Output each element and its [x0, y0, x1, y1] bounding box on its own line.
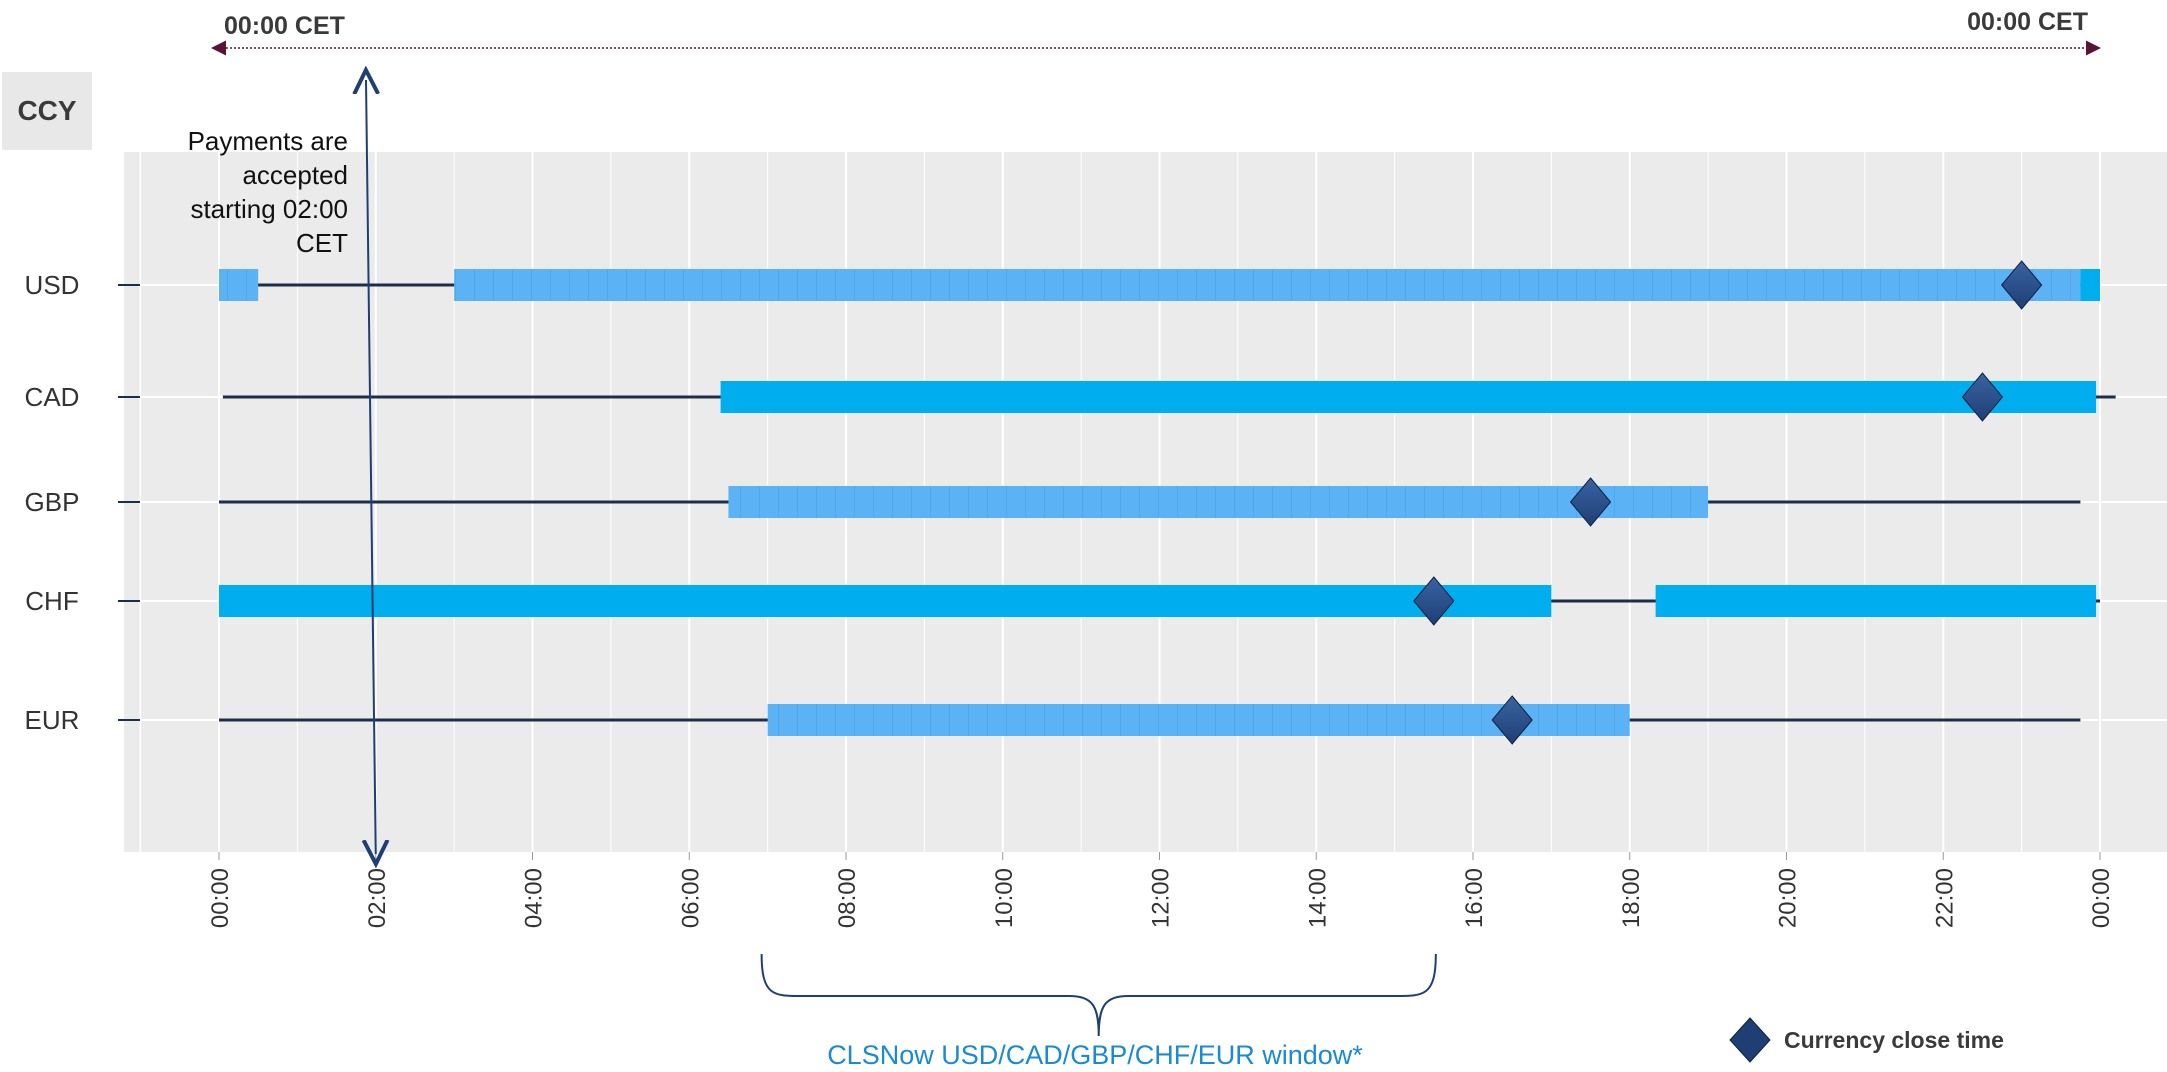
close-time-diamond [1413, 576, 1455, 626]
row-label: CAD [25, 382, 80, 412]
x-tick-label: 04:00 [521, 868, 548, 928]
x-tick-label: 10:00 [991, 868, 1018, 928]
settlement-bar [454, 269, 2081, 301]
clsnow-window-brace [760, 953, 1437, 1037]
settlement-bar [219, 585, 1552, 617]
annotations [211, 40, 2101, 1037]
clsnow-window-label: CLSNow USD/CAD/GBP/CHF/EUR window* [827, 1040, 1363, 1070]
ccy-header-label: CCY [17, 95, 77, 126]
diamond-icon [1729, 1017, 1771, 1063]
x-tick-label: 18:00 [1618, 868, 1645, 928]
note-line: CET [296, 228, 348, 258]
header-left-time: 00:00 CET [224, 12, 345, 40]
row-label: GBP [25, 487, 80, 517]
x-tick-label: 00:00 [2088, 868, 2115, 928]
settlement-bar [2080, 269, 2100, 301]
x-tick-label: 06:00 [677, 868, 704, 928]
settlement-bar [720, 381, 2097, 413]
legend: Currency close time [1728, 1016, 2004, 1064]
row-gbp: GBP [25, 477, 2081, 527]
row-label: EUR [25, 705, 80, 735]
payments-accepted-note: Payments are accepted starting 02:00 CET [120, 124, 348, 260]
x-tick-label: 00:00 [207, 868, 234, 928]
row-label: USD [25, 270, 80, 300]
close-time-diamond [1961, 372, 2004, 422]
row-chf: CHF [25, 576, 2100, 626]
note-line: starting 02:00 [190, 194, 348, 224]
x-tick-label: 08:00 [834, 868, 861, 928]
x-tick-label: 14:00 [1304, 868, 1331, 928]
row-cad: CAD [25, 372, 2116, 422]
x-tick-label: 16:00 [1461, 868, 1488, 928]
row-eur: EUR [25, 695, 2081, 745]
note-line: Payments are [187, 126, 348, 156]
header-right-time: 00:00 CET [1967, 8, 2088, 36]
settlement-bar [1655, 585, 2097, 617]
x-axis-ticks: 00:00 02:00 04:00 06:00 08:00 10:00 12:00 14:00… [207, 852, 2115, 928]
x-tick-label: 02:00 [364, 868, 391, 928]
close-time-diamond [1569, 477, 1612, 527]
note-line: accepted [242, 160, 348, 190]
row-label: CHF [25, 586, 78, 616]
x-tick-label: 22:00 [1931, 868, 1958, 928]
close-time-diamond [1491, 695, 1533, 745]
x-tick-label: 20:00 [1775, 868, 1802, 928]
row-usd: USD [25, 260, 2100, 310]
ccy-column-header: CCY [2, 72, 92, 150]
settlement-bar [728, 486, 1709, 518]
settlement-bar [767, 704, 1630, 736]
rows: USD CAD GBP CHF EUR [25, 260, 2116, 745]
close-time-diamond [2000, 260, 2043, 310]
legend-label: Currency close time [1784, 1026, 2004, 1053]
settlement-bar [219, 269, 259, 301]
payments-accepted-arrow [366, 80, 376, 854]
x-tick-label: 12:00 [1148, 868, 1175, 928]
